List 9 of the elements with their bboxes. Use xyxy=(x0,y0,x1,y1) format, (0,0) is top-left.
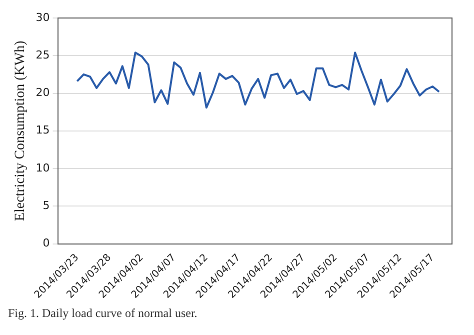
y-tick-label: 25 xyxy=(36,48,50,62)
caption: Fig. 1. Daily load curve of normal user. xyxy=(8,306,198,321)
y-tick-label: 10 xyxy=(36,161,50,174)
y-axis-title: Electricity Consumption (KWh) xyxy=(13,40,28,222)
y-tick-label: 5 xyxy=(42,198,50,212)
y-tick-label: 15 xyxy=(36,124,50,137)
y-tick-label: 20 xyxy=(36,86,50,100)
y-tick-label: 0 xyxy=(42,236,50,250)
y-tick-label: 30 xyxy=(36,10,50,24)
